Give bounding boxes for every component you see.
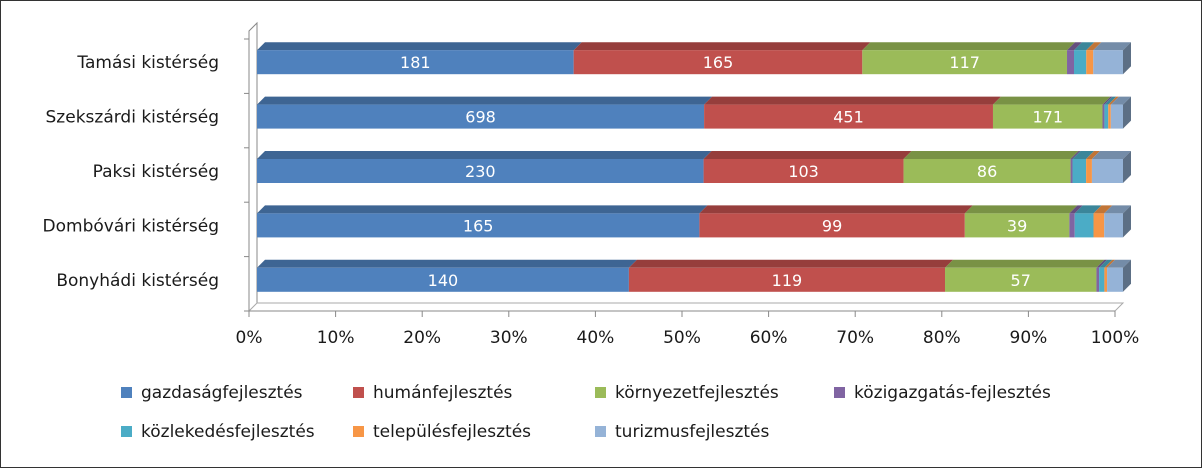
bar-turizmusfejlesztes <box>1111 105 1123 129</box>
bar-kozigazgatas-fejlesztes <box>1071 159 1073 183</box>
legend-label-turizmusfejlesztes: turizmusfejlesztés <box>615 422 770 442</box>
bar-gazdasagfejlesztes-top <box>257 151 712 159</box>
bar-humanfejlesztes-top <box>699 205 972 213</box>
bar-gazdasagfejlesztes-top <box>257 260 637 268</box>
x-tick-label: 100% <box>1091 328 1140 348</box>
data-label-gazdasagfejlesztes: 140 <box>428 271 459 290</box>
legend-swatch-telepulesfejlesztes <box>353 426 364 437</box>
bar-kozigazgatas-fejlesztes <box>1103 105 1105 129</box>
bar-kozlekedesfejlesztes <box>1074 50 1086 74</box>
category-label: Bonyhádi kistérség <box>56 271 219 291</box>
legend-swatch-humanfejlesztes <box>353 387 364 398</box>
bar-kozlekedesfejlesztes <box>1099 268 1104 292</box>
bar-humanfejlesztes-top <box>704 151 912 159</box>
bar-kozlekedesfejlesztes <box>1104 105 1108 129</box>
bar-telepulesfejlesztes <box>1086 159 1092 183</box>
x-tick-label: 50% <box>663 328 701 348</box>
bar-kornyezetfejlesztes-top <box>904 151 1079 159</box>
bar-kozigazgatas-fejlesztes <box>1067 50 1074 74</box>
data-label-humanfejlesztes: 165 <box>703 53 734 72</box>
x-tick-label: 30% <box>490 328 528 348</box>
bar-humanfejlesztes-top <box>629 260 953 268</box>
bar-turizmusfejlesztes <box>1093 50 1123 74</box>
x-tick-label: 80% <box>923 328 961 348</box>
bar-kornyezetfejlesztes-top <box>862 42 1075 50</box>
legend-swatch-turizmusfejlesztes <box>595 426 606 437</box>
category-label: Tamási kistérség <box>76 53 219 73</box>
x-tick-label: 70% <box>836 328 874 348</box>
category-label: Szekszárdi kistérség <box>46 108 219 128</box>
legend-swatch-kozlekedesfejlesztes <box>121 426 132 437</box>
legend: gazdaságfejlesztés humánfejlesztés környez… <box>121 383 1051 442</box>
data-label-humanfejlesztes: 119 <box>772 271 803 290</box>
data-label-kornyezetfejlesztes: 39 <box>1007 216 1027 235</box>
bar-gazdasagfejlesztes-top <box>257 97 712 105</box>
bar-turizmusfejlesztes <box>1107 268 1123 292</box>
bar-telepulesfejlesztes <box>1094 213 1105 237</box>
data-label-gazdasagfejlesztes: 230 <box>465 162 496 181</box>
legend-swatch-kozigazgatas-fejlesztes <box>834 387 845 398</box>
data-label-kornyezetfejlesztes: 117 <box>949 53 980 72</box>
category-label: Paksi kistérség <box>93 162 219 182</box>
x-tick-label: 40% <box>577 328 615 348</box>
legend-label-kozlekedesfejlesztes: közlekedésfejlesztés <box>141 422 315 442</box>
bar-humanfejlesztes-top <box>574 42 871 50</box>
floor <box>249 303 1123 311</box>
bar-kornyezetfejlesztes-top <box>945 260 1104 268</box>
back-wall-edge <box>249 23 257 311</box>
data-label-humanfejlesztes: 451 <box>833 108 864 127</box>
bar-turizmusfejlesztes <box>1092 159 1123 183</box>
x-tick-label: 20% <box>403 328 441 348</box>
bar-kozigazgatas-fejlesztes <box>1096 268 1099 292</box>
x-tick-label: 0% <box>236 328 263 348</box>
bar-telepulesfejlesztes <box>1086 50 1093 74</box>
bar-kozlekedesfejlesztes <box>1073 159 1087 183</box>
legend-label-humanfejlesztes: humánfejlesztés <box>373 383 513 403</box>
bar-humanfejlesztes-top <box>704 97 1001 105</box>
category-label: Dombóvári kistérség <box>43 216 219 236</box>
bar-kornyezetfejlesztes-top <box>965 205 1078 213</box>
legend-label-kornyezetfejlesztes: környezetfejlesztés <box>615 383 779 403</box>
data-label-gazdasagfejlesztes: 165 <box>463 216 494 235</box>
data-label-humanfejlesztes: 99 <box>822 216 842 235</box>
data-label-humanfejlesztes: 103 <box>788 162 819 181</box>
data-label-kornyezetfejlesztes: 171 <box>1032 108 1063 127</box>
bar-telepulesfejlesztes <box>1108 105 1111 129</box>
bar-turizmusfejlesztes <box>1104 213 1123 237</box>
data-label-kornyezetfejlesztes: 57 <box>1011 271 1031 290</box>
data-label-kornyezetfejlesztes: 86 <box>977 162 997 181</box>
legend-label-telepulesfejlesztes: településfejlesztés <box>373 422 531 442</box>
bar-kozigazgatas-fejlesztes <box>1069 213 1074 237</box>
legend-swatch-kornyezetfejlesztes <box>595 387 606 398</box>
legend-label-gazdasagfejlesztes: gazdaságfejlesztés <box>141 383 303 403</box>
data-label-gazdasagfejlesztes: 181 <box>400 53 431 72</box>
data-label-gazdasagfejlesztes: 698 <box>465 108 496 127</box>
bar-kornyezetfejlesztes-top <box>993 97 1111 105</box>
x-tick-label: 90% <box>1010 328 1048 348</box>
bars <box>257 42 1131 292</box>
bar-telepulesfejlesztes <box>1104 268 1107 292</box>
bar-kozlekedesfejlesztes <box>1075 213 1094 237</box>
bar-gazdasagfejlesztes-top <box>257 42 582 50</box>
bar-gazdasagfejlesztes-top <box>257 205 707 213</box>
x-tick-label: 10% <box>317 328 355 348</box>
x-tick-label: 60% <box>750 328 788 348</box>
legend-swatch-gazdasagfejlesztes <box>121 387 132 398</box>
legend-label-kozigazgatas-fejlesztes: közigazgatás-fejlesztés <box>854 383 1051 403</box>
